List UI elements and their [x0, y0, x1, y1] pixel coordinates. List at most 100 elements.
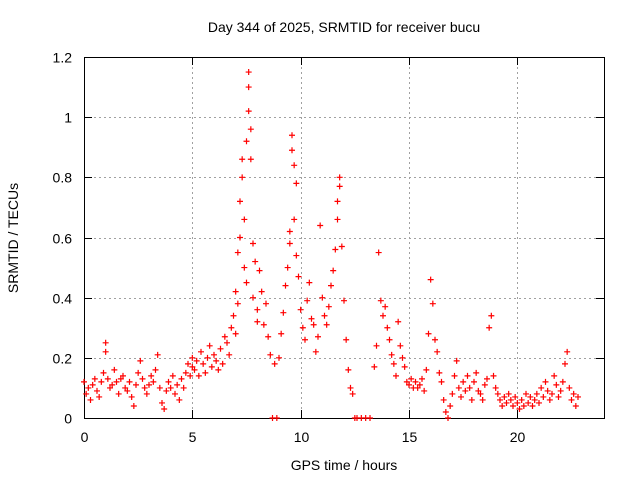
- data-point: [336, 174, 343, 181]
- data-points: [81, 69, 581, 421]
- data-point: [241, 216, 248, 223]
- data-point: [137, 357, 144, 364]
- data-point: [258, 288, 265, 295]
- x-tick-label: 0: [81, 429, 89, 445]
- data-point: [423, 366, 430, 373]
- data-point: [250, 294, 256, 301]
- data-point: [87, 396, 94, 403]
- data-point: [243, 138, 250, 145]
- axis-ticks: [84, 57, 604, 419]
- data-point: [510, 402, 516, 409]
- data-point: [247, 126, 254, 133]
- data-point: [315, 333, 321, 340]
- data-point: [514, 399, 521, 406]
- data-point: [232, 288, 239, 295]
- data-point: [334, 216, 341, 223]
- data-point: [104, 375, 111, 382]
- data-point: [180, 384, 187, 391]
- data-point: [488, 312, 495, 319]
- data-point: [432, 336, 438, 343]
- data-point: [434, 348, 441, 355]
- data-point: [189, 363, 196, 370]
- data-point: [373, 342, 380, 349]
- y-tick-label: 1.2: [53, 50, 73, 66]
- data-point: [200, 360, 207, 367]
- data-point: [343, 336, 350, 343]
- y-tick-label: 0.2: [53, 351, 73, 367]
- data-point: [499, 402, 506, 409]
- data-point: [130, 402, 137, 409]
- data-point: [505, 390, 512, 397]
- data-point: [85, 384, 92, 391]
- data-point: [265, 333, 272, 340]
- data-point: [122, 384, 129, 391]
- data-point: [115, 390, 122, 397]
- data-point: [308, 315, 315, 322]
- data-point: [239, 156, 246, 163]
- data-point: [293, 180, 300, 187]
- data-point: [471, 378, 477, 385]
- data-point: [91, 375, 98, 382]
- data-point: [100, 369, 107, 376]
- data-point: [306, 279, 313, 286]
- data-point: [544, 387, 551, 394]
- data-point: [486, 324, 493, 331]
- data-point: [462, 387, 469, 394]
- data-point: [297, 306, 304, 313]
- data-point: [293, 252, 300, 259]
- data-point: [523, 390, 529, 397]
- data-point: [237, 234, 243, 241]
- data-point: [312, 348, 319, 355]
- x-tick-label: 10: [294, 429, 310, 445]
- data-point: [141, 384, 148, 391]
- data-point: [419, 375, 425, 382]
- data-point: [328, 282, 334, 289]
- data-point: [416, 381, 423, 388]
- data-point: [98, 378, 105, 385]
- data-point: [377, 297, 384, 304]
- data-point: [533, 390, 540, 397]
- data-point: [284, 264, 291, 271]
- data-point: [525, 399, 532, 406]
- data-point: [161, 405, 168, 412]
- data-point: [254, 306, 261, 313]
- data-point: [224, 339, 230, 346]
- tick-labels: 0 0.2 0.4 0.6 0.8 1 1.2 0 5 10 15 20: [53, 50, 526, 446]
- data-point: [278, 330, 285, 337]
- data-point: [135, 369, 142, 376]
- data-point: [403, 378, 410, 385]
- data-point: [536, 399, 542, 406]
- data-point: [295, 273, 302, 280]
- data-point: [516, 405, 523, 412]
- data-point: [386, 336, 393, 343]
- data-point: [458, 393, 464, 400]
- data-point: [332, 246, 339, 253]
- data-point: [367, 415, 373, 421]
- data-point: [440, 396, 447, 403]
- data-point: [263, 300, 269, 307]
- data-point: [338, 243, 345, 250]
- data-point: [113, 378, 120, 385]
- data-point: [254, 318, 261, 325]
- data-point: [83, 390, 90, 397]
- data-point: [494, 390, 501, 397]
- data-point: [267, 351, 274, 358]
- data-point: [260, 321, 267, 328]
- data-point: [475, 387, 482, 394]
- data-point: [555, 393, 562, 400]
- data-point: [245, 69, 252, 76]
- data-point: [473, 369, 480, 376]
- data-point: [347, 384, 354, 391]
- y-tick-label: 1: [64, 110, 72, 126]
- data-point: [120, 372, 126, 379]
- data-point: [176, 396, 183, 403]
- chart-title: Day 344 of 2025, SRMTID for receiver buc…: [208, 19, 480, 35]
- data-point: [401, 363, 408, 370]
- data-point: [490, 372, 497, 379]
- data-point: [219, 360, 226, 367]
- data-point: [169, 372, 176, 379]
- data-point: [107, 384, 113, 391]
- data-point: [323, 321, 330, 328]
- data-point: [559, 378, 566, 385]
